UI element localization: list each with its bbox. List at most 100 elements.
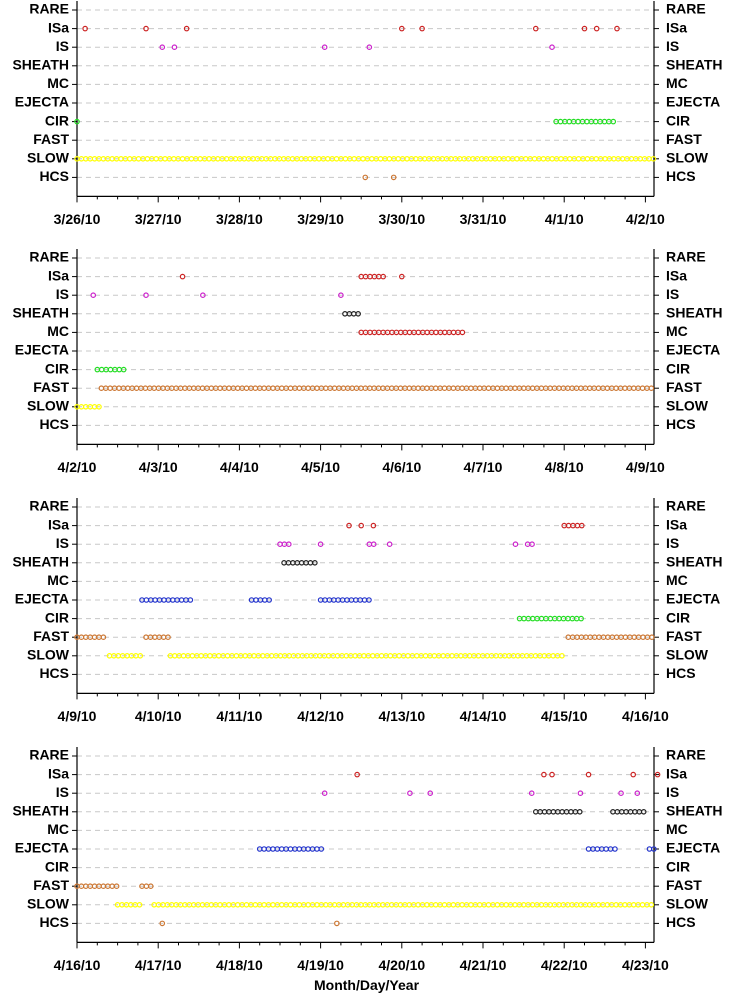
category-label-left: SLOW [27,398,70,414]
x-tick-label: 3/31/10 [460,211,507,227]
data-point-isa [398,25,405,32]
data-run-slow [136,901,143,908]
data-point-hcs [362,174,369,181]
x-tick-label: 4/8/10 [545,459,584,475]
x-tick-label: 4/17/10 [135,957,182,973]
category-label-left: SHEATH [12,305,69,321]
x-tick-label: 3/28/10 [216,211,263,227]
category-label-left: EJECTA [15,840,69,856]
category-label-left: HCS [39,168,69,184]
data-run-slow [566,156,573,162]
x-tick-label: 4/11/10 [216,708,262,724]
category-label-right: SHEATH [666,305,723,321]
data-point-isa [549,771,555,778]
x-tick-label: 4/7/10 [464,459,503,475]
data-run-slow [351,156,358,162]
data-run-slow [558,156,564,162]
panel-2 [72,249,659,451]
category-label-right: EJECTA [666,591,720,607]
data-point-isa [614,25,620,32]
data-point-isa [143,25,149,32]
category-label-left: SHEATH [12,803,69,819]
data-run-sheath [355,310,361,317]
data-run-ejecta [594,846,601,852]
data-run-slow [342,156,349,162]
data-run-fast [278,385,285,392]
data-point-isa [581,25,588,32]
data-point-is [321,790,328,797]
category-label-right: RARE [666,1,706,17]
category-label-left: IS [56,535,69,551]
data-run-is [529,541,535,548]
data-run-slow [162,156,168,162]
category-label-right: CIR [666,858,690,874]
panel-4 [72,747,661,949]
data-run-slow [559,652,565,659]
x-tick-label: 3/26/10 [54,211,101,227]
category-label-left: SHEATH [12,554,69,570]
data-run-sheath [350,310,357,317]
category-label-right: HCS [666,914,696,930]
category-label-left: EJECTA [15,591,69,607]
data-run-slow [459,901,465,908]
category-label-left: HCS [39,665,69,681]
category-label-right: SHEATH [666,803,723,819]
category-label-right: ISa [666,765,687,781]
category-label-left: IS [56,38,69,54]
data-run-slow [360,156,366,162]
data-point-is [528,790,535,797]
category-label-right: MC [666,323,688,339]
data-run-fast [485,385,492,392]
data-run-fast [468,385,474,392]
data-run-slow [278,901,285,908]
x-tick-label: 4/12/10 [297,708,344,724]
data-run-ejecta [603,846,609,852]
category-label-left: CIR [45,609,69,625]
data-run-slow [540,156,547,162]
data-point-hcs [159,920,166,927]
category-label-right: CIR [666,609,690,625]
data-point-is [577,790,584,797]
category-label-left: MC [47,323,69,339]
data-point-hcs [334,920,340,927]
data-point-is [427,790,434,797]
category-label-right: MC [666,572,688,588]
data-run-ejecta [318,846,325,852]
data-run-slow [207,652,213,659]
category-label-right: FAST [666,131,702,147]
data-run-slow [179,156,186,162]
data-run-slow [648,901,655,908]
category-label-right: SLOW [666,150,709,166]
x-tick-label: 4/21/10 [460,957,507,973]
data-run-cir [74,118,80,125]
category-label-right: ISa [666,267,687,283]
x-tick-label: 4/6/10 [382,459,421,475]
data-point-isa [419,25,425,32]
data-run-slow [368,156,375,162]
data-point-is [366,44,373,51]
x-tick-label: 4/19/10 [297,957,344,973]
data-run-slow [224,652,231,659]
category-label-left: MC [47,75,69,91]
data-run-sheath [640,808,647,815]
data-point-is [171,44,178,51]
data-point-is [407,790,413,797]
category-label-right: SLOW [666,647,709,663]
category-label-right: FAST [666,628,702,644]
category-label-left: CIR [45,112,69,128]
category-label-right: IS [666,38,679,54]
data-run-slow [650,156,657,162]
category-label-right: EJECTA [666,94,720,110]
x-axis-label: Month/Day/Year [313,977,420,993]
data-run-slow [137,652,144,659]
data-run-slow [189,652,196,659]
category-label-right: RARE [666,747,706,763]
x-tick-label: 4/9/10 [626,459,665,475]
data-point-isa [82,25,88,32]
data-point-isa [593,25,600,32]
data-run-fast [476,385,483,392]
category-label-right: SHEATH [666,57,723,73]
category-label-right: SLOW [666,896,709,912]
category-label-left: SLOW [27,647,70,663]
